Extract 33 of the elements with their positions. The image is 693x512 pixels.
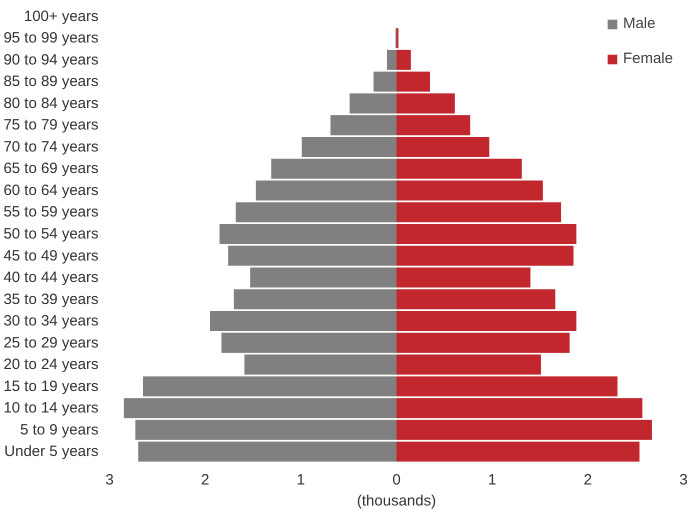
y-tick-label: 80 to 84 years [3, 94, 98, 112]
y-tick-label: 30 to 34 years [3, 312, 98, 330]
x-tick-label: 2 [584, 472, 592, 488]
y-tick-label: 55 to 59 years [3, 204, 98, 221]
y-tick-label: 75 to 79 years [3, 116, 98, 134]
legend-label: Female [622, 50, 673, 67]
y-tick-label: 85 to 89 years [3, 73, 98, 90]
y-tick-label: 5 to 9 years [20, 421, 99, 438]
y-tick-label: Under 5 years [4, 443, 99, 460]
x-axis-title: (thousands) [356, 492, 436, 510]
x-tick-label: 0 [392, 472, 401, 488]
y-tick-label: 50 to 54 years [3, 226, 98, 242]
y-tick-label: 35 to 39 years [3, 290, 98, 308]
y-tick-label: 20 to 24 years [3, 356, 98, 374]
y-tick-label: 65 to 69 years [3, 160, 98, 178]
x-tick-label: 3 [105, 472, 114, 488]
legend-label: Male [622, 15, 656, 32]
y-tick-label: 60 to 64 years [3, 182, 98, 199]
y-tick-label: 45 to 49 years [3, 247, 98, 264]
bar [220, 224, 396, 244]
y-tick-label: 10 to 14 years [3, 400, 98, 417]
y-tick-label: 100+ years [24, 8, 99, 25]
x-tick-label: 2 [200, 472, 210, 488]
x-tick-label: 1 [488, 472, 496, 488]
y-tick-label: 40 to 44 years [3, 269, 98, 286]
y-tick-label: 70 to 74 years [3, 138, 98, 156]
y-tick-label: 15 to 19 years [3, 378, 98, 395]
y-tick-label: 95 to 99 years [3, 30, 98, 47]
x-tick-label: 1 [296, 472, 306, 488]
y-tick-label: 90 to 94 years [3, 51, 98, 68]
y-tick-label: 25 to 29 years [3, 334, 98, 352]
x-tick-label: 3 [679, 472, 688, 488]
bar [396, 224, 576, 244]
